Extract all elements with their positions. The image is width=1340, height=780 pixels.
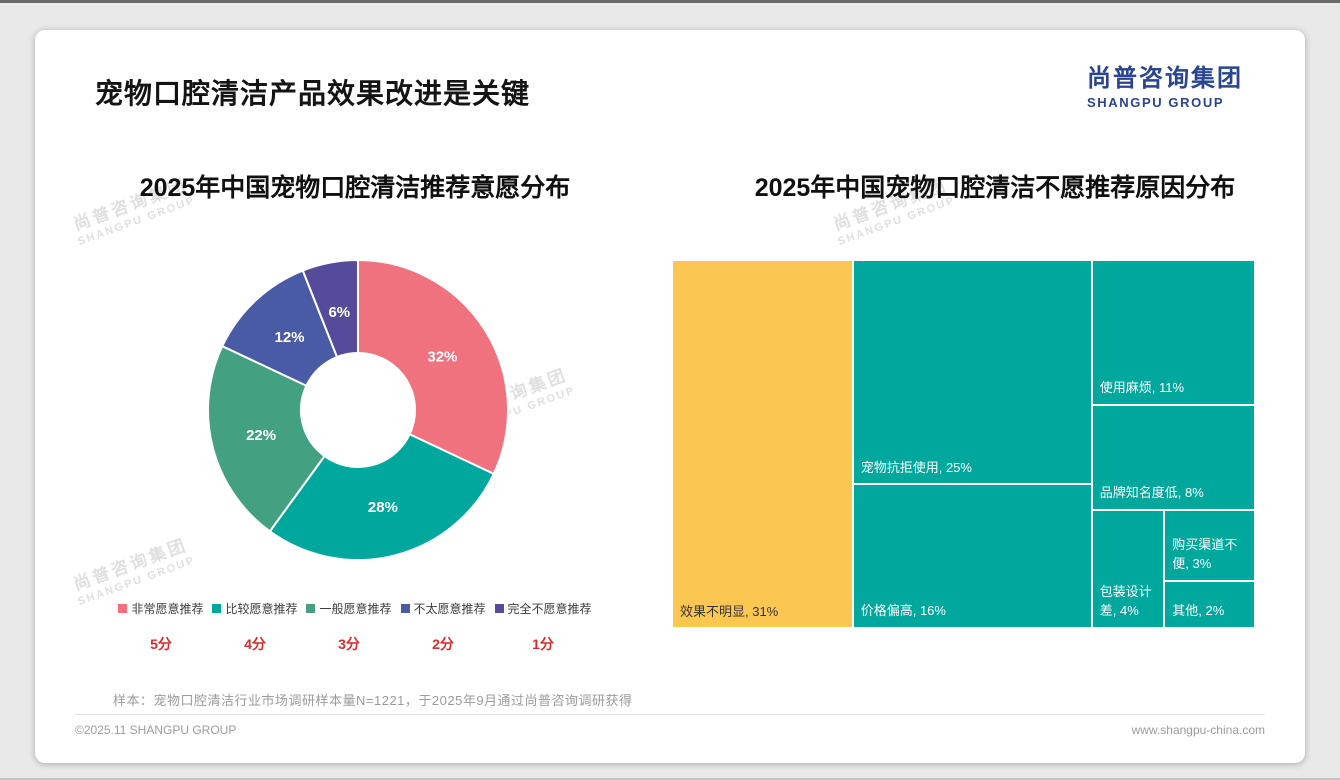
legend-label: 完全不愿意推荐	[507, 602, 592, 616]
donut-slice	[301, 258, 359, 359]
donut-slice-label: 12%	[274, 329, 304, 346]
donut-chart: 32% 28% 22% 12% 6%	[188, 240, 528, 580]
logo-en-text: SHANGPU GROUP	[1087, 95, 1225, 110]
treemap-cell: 效果不明显, 31%	[672, 260, 853, 628]
donut-slice	[220, 269, 339, 388]
top-edge-strip	[0, 0, 1340, 3]
treemap-cell: 价格偏高, 16%	[852, 484, 1092, 628]
watermark: 尚普咨询集团 SHANGPU GROUP	[67, 530, 197, 608]
treemap-cell-label: 使用麻烦, 11%	[1099, 380, 1185, 396]
footer: ©2025.11 SHANGPU GROUP www.shangpu-china…	[75, 723, 1265, 737]
donut-chart-title: 2025年中国宠物口腔清洁推荐意愿分布	[139, 174, 571, 202]
legend-score: 2分	[432, 636, 454, 652]
donut-slice-label: 6%	[328, 304, 350, 321]
legend-score: 4分	[244, 636, 266, 652]
treemap-cell-label: 品牌知名度低, 8%	[1099, 485, 1204, 501]
donut-slice-label: 22%	[246, 427, 276, 444]
legend-item: 完全不愿意推荐 1分	[494, 600, 592, 654]
treemap-cell-label: 价格偏高, 16%	[860, 603, 946, 619]
donut-slice	[268, 432, 496, 561]
treemap-cell: 使用麻烦, 11%	[1091, 260, 1255, 405]
logo-cn-text: 尚普咨询集团	[1087, 65, 1243, 92]
legend-item: 不太愿意推荐 2分	[400, 600, 486, 654]
legend-item: 一般愿意推荐 3分	[306, 600, 392, 654]
copyright-text: ©2025.11 SHANGPU GROUP	[75, 723, 237, 737]
treemap-cell-label: 其他, 2%	[1172, 603, 1225, 619]
legend-swatch	[400, 604, 410, 613]
legend-swatch	[212, 604, 222, 613]
sample-note: 样本：宠物口腔清洁行业市场调研样本量N=1221，于2025年9月通过尚普咨询调…	[113, 693, 633, 708]
legend-label: 一般愿意推荐	[319, 602, 392, 616]
legend-score: 1分	[532, 636, 554, 652]
website-text: www.shangpu-china.com	[1131, 723, 1265, 737]
donut-slice	[357, 258, 509, 476]
treemap-cell-label: 包装设计差, 4%	[1099, 583, 1152, 619]
treemap-cell: 品牌知名度低, 8%	[1091, 404, 1255, 510]
legend-swatch	[494, 604, 504, 613]
page-title: 宠物口腔清洁产品效果改进是关键	[95, 78, 531, 109]
legend-label: 非常愿意推荐	[131, 602, 204, 616]
slide-card: 尚普咨询集团 SHANGPU GROUP 尚普咨询集团 SHANGPU GROU…	[35, 30, 1305, 763]
treemap: 效果不明显, 31% 宠物抗拒使用, 25% 价格偏高, 16% 使用麻烦, 11% 品…	[672, 260, 1255, 628]
treemap-chart-title: 2025年中国宠物口腔清洁不愿推荐原因分布	[754, 174, 1236, 202]
treemap-cell: 购买渠道不便, 3%	[1164, 509, 1255, 581]
treemap-cell: 其他, 2%	[1164, 580, 1255, 628]
treemap-cell-label: 宠物抗拒使用, 25%	[860, 459, 972, 475]
legend-swatch	[306, 604, 316, 613]
donut-slice-label: 28%	[368, 499, 398, 516]
donut-legend: 非常愿意推荐 5分 比较愿意推荐 4分 一般愿意推荐 3分 不太愿意推荐 2分 完全不愿意推荐 1…	[55, 600, 655, 654]
company-logo: 尚普咨询集团 SHANGPU GROUP	[1087, 58, 1243, 110]
treemap-cell-label: 效果不明显, 31%	[680, 603, 779, 619]
treemap-cell-label: 购买渠道不便, 3%	[1172, 536, 1238, 572]
legend-item: 比较愿意推荐 4分	[212, 600, 297, 654]
watermark-cn: 尚普咨询集团	[71, 535, 191, 595]
legend-score: 3分	[338, 636, 360, 652]
legend-item: 非常愿意推荐 5分	[118, 600, 203, 654]
legend-score: 5分	[150, 636, 172, 652]
donut-slice-label: 32%	[427, 348, 457, 365]
donut-slice	[207, 344, 326, 533]
legend-swatch	[118, 604, 128, 613]
bottom-edge-strip	[0, 778, 1340, 780]
legend-label: 比较愿意推荐	[225, 602, 298, 616]
footer-divider	[75, 714, 1265, 715]
legend-label: 不太愿意推荐	[413, 602, 486, 616]
treemap-cell: 包装设计差, 4%	[1091, 509, 1165, 628]
treemap-cell: 宠物抗拒使用, 25%	[852, 260, 1092, 485]
donut-chart-svg: 32% 28% 22% 12% 6%	[207, 258, 509, 561]
